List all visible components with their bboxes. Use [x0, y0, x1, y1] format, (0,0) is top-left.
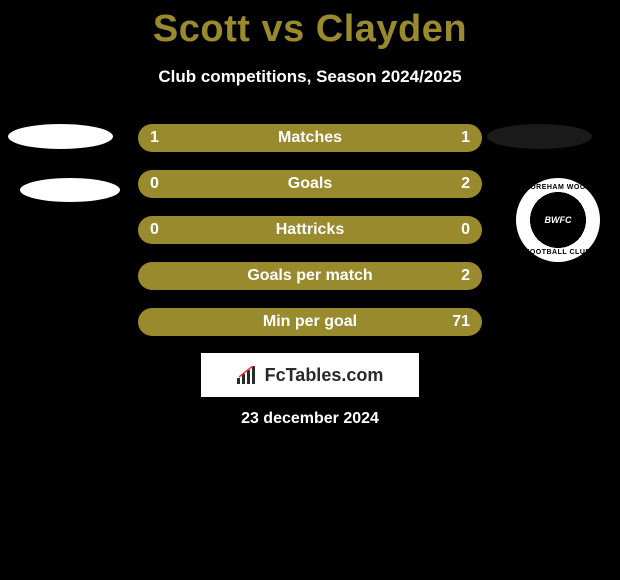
club-badge-center: BWFC — [538, 200, 578, 240]
fctables-link[interactable]: FcTables.com — [201, 353, 419, 397]
date-label: 23 december 2024 — [0, 410, 620, 428]
club-badge-top-text: BOREHAM WOOD — [516, 184, 600, 191]
player-right-shape-1 — [487, 124, 592, 149]
stat-row-goals: 0 Goals 2 — [138, 170, 482, 198]
stat-row-min-per-goal: Min per goal 71 — [138, 308, 482, 336]
stat-row-hattricks: 0 Hattricks 0 — [138, 216, 482, 244]
stat-label: Min per goal — [138, 308, 482, 336]
stat-right-value: 71 — [452, 308, 470, 336]
player-left-shape-2 — [20, 178, 120, 202]
stat-label: Goals — [138, 170, 482, 198]
fctables-label: FcTables.com — [265, 365, 384, 386]
stat-row-matches: 1 Matches 1 — [138, 124, 482, 152]
subtitle: Club competitions, Season 2024/2025 — [0, 67, 620, 87]
stat-label: Matches — [138, 124, 482, 152]
stat-right-value: 2 — [461, 262, 470, 290]
stat-label: Hattricks — [138, 216, 482, 244]
club-badge: BOREHAM WOOD BWFC FOOTBALL CLUB — [516, 178, 600, 262]
player-left-shape-1 — [8, 124, 113, 149]
stats-container: 1 Matches 1 0 Goals 2 0 Hattricks 0 Goal… — [138, 124, 482, 354]
stat-row-goals-per-match: Goals per match 2 — [138, 262, 482, 290]
stat-right-value: 2 — [461, 170, 470, 198]
bar-chart-icon — [237, 366, 259, 384]
page-title: Scott vs Clayden — [0, 0, 620, 51]
stat-label: Goals per match — [138, 262, 482, 290]
stat-right-value: 1 — [461, 124, 470, 152]
stat-right-value: 0 — [461, 216, 470, 244]
club-badge-bottom-text: FOOTBALL CLUB — [516, 249, 600, 256]
